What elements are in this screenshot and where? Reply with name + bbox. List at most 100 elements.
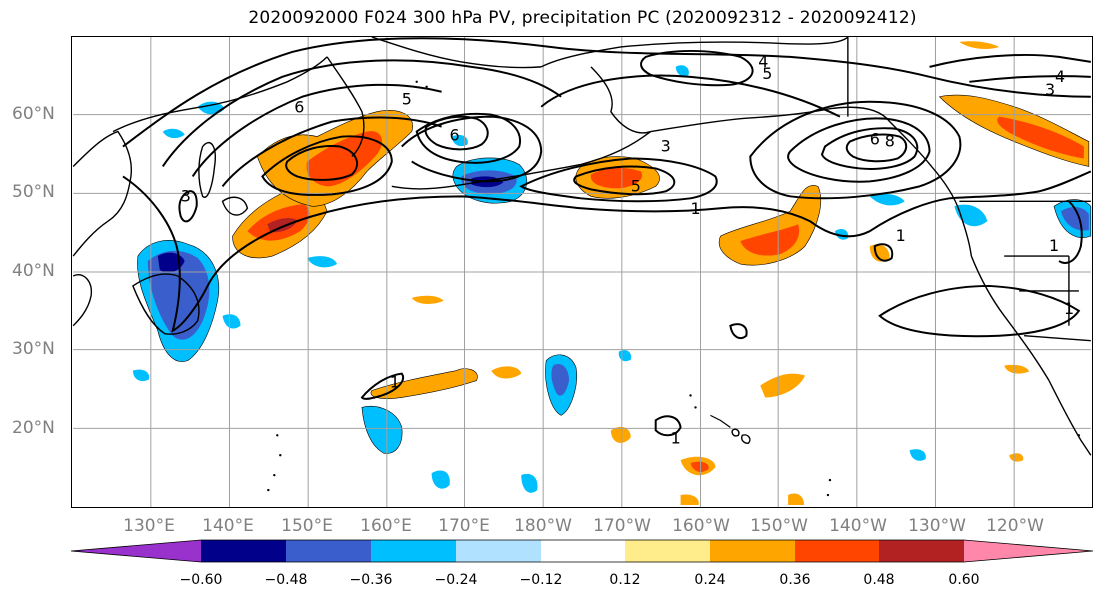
pv-contour-bering-6 bbox=[424, 115, 489, 151]
shade-nw-cyan-3 bbox=[222, 314, 241, 329]
shade-subtropic-orange-4 bbox=[610, 426, 631, 443]
pv-contour-gulf-3 bbox=[820, 127, 919, 170]
contour-label: 1 bbox=[1064, 299, 1074, 318]
colorbar-segment bbox=[456, 540, 541, 562]
pv-contour-small-4 bbox=[873, 243, 894, 262]
contour-label: 1 bbox=[671, 428, 681, 447]
shade-bering-red bbox=[590, 168, 643, 189]
contour-label: 4 bbox=[758, 52, 768, 71]
shade-gulf-cyan bbox=[869, 193, 905, 206]
lon-label: 170°E bbox=[438, 516, 490, 536]
contour-label: 5 bbox=[762, 64, 772, 83]
shade-subtrop-cyan-6 bbox=[132, 369, 150, 382]
lon-label: 180°W bbox=[514, 516, 572, 536]
contour-label: 3 bbox=[661, 137, 671, 156]
pv-contour-5-low bbox=[261, 135, 393, 196]
pv-contour-small-1 bbox=[360, 372, 404, 400]
pv-contour-west-us bbox=[1058, 200, 1083, 264]
coast-baja bbox=[1048, 380, 1092, 456]
colorbar-segment bbox=[879, 540, 964, 562]
contour-label: 8 bbox=[885, 132, 895, 151]
colorbar-segment bbox=[371, 540, 456, 562]
contour-label: 1 bbox=[1049, 236, 1059, 255]
shade-alaska-orange bbox=[959, 41, 1000, 49]
colorbar-tick: 0.24 bbox=[694, 572, 726, 588]
shade-gulf-red bbox=[740, 224, 800, 256]
contour-label: 3 bbox=[1045, 80, 1055, 99]
lon-label: 160°E bbox=[360, 516, 412, 536]
pv-contour-4 bbox=[221, 116, 442, 187]
colorbar-segment bbox=[71, 540, 201, 562]
contour-label: 4 bbox=[1055, 67, 1065, 86]
colorbar-segment bbox=[541, 540, 625, 562]
lon-label: 140°W bbox=[829, 516, 887, 536]
pv-contour-gulf-4 bbox=[845, 133, 908, 163]
pv-contour-bering-3 bbox=[401, 115, 543, 183]
pv-contour-2 bbox=[161, 59, 562, 168]
pv-contour-alaska-4 bbox=[640, 49, 754, 87]
coast-asia-mainland bbox=[72, 130, 133, 257]
pv-contour-alaska-3 bbox=[540, 74, 841, 118]
lon-label: 130°E bbox=[123, 516, 175, 536]
pv-contour-bering-s bbox=[519, 157, 718, 203]
coast-kamchatka bbox=[326, 56, 365, 157]
coast-aleutians bbox=[391, 173, 527, 190]
lat-label-60n: 60°N bbox=[12, 104, 55, 124]
coast-japan-hokkaido bbox=[221, 196, 249, 216]
coast-alaska-peninsula bbox=[526, 131, 652, 176]
colorbar-segment bbox=[710, 540, 795, 562]
pv-contour-pac-1 bbox=[878, 284, 1081, 338]
lon-label: 150°E bbox=[281, 516, 333, 536]
lon-label: 170°W bbox=[593, 516, 651, 536]
contour-label-group: 1 1 1 1 1 1 3 3 3 4 4 5 5 5 6 6 6 8 bbox=[181, 52, 1074, 447]
colorbar-tick: −0.12 bbox=[519, 572, 563, 588]
colorbar-tick: 0.12 bbox=[609, 572, 641, 588]
colorbar-tick: −0.36 bbox=[349, 572, 393, 588]
contour-label: 5 bbox=[402, 90, 412, 109]
colorbar-tick: −0.48 bbox=[264, 572, 308, 588]
contour-label: 6 bbox=[450, 126, 460, 145]
pv-contour-canada bbox=[929, 53, 1091, 68]
coast-hawaii-1 bbox=[710, 414, 731, 428]
shade-canada-red bbox=[997, 116, 1084, 159]
colorbar-tick: 0.60 bbox=[948, 572, 980, 588]
lat-label-40n: 40°N bbox=[12, 261, 55, 281]
coast-korea bbox=[72, 274, 92, 327]
shade-subtropic-orange-9 bbox=[788, 493, 805, 506]
islands bbox=[267, 80, 1081, 497]
lat-label-20n: 20°N bbox=[12, 418, 55, 438]
map-panel: 1 1 1 1 1 1 3 3 3 4 4 5 5 5 6 6 6 8 bbox=[71, 36, 1093, 508]
shade-subtropic-orange-3 bbox=[411, 295, 444, 304]
colorbar-tick: 0.48 bbox=[863, 572, 895, 588]
lat-label-30n: 30°N bbox=[12, 339, 55, 359]
colorbar-segment bbox=[201, 540, 286, 562]
lat-label-50n: 50°N bbox=[12, 182, 55, 202]
shade-subtropic-red-5 bbox=[690, 461, 709, 473]
pv-contour-gulf-1 bbox=[749, 100, 962, 200]
coast-hawaii-3 bbox=[741, 434, 751, 444]
shade-east-pac-cyan bbox=[909, 449, 926, 461]
shade-kuril-darkred bbox=[267, 218, 298, 233]
pv-contour-canada-2 bbox=[969, 75, 1091, 83]
pv-contour-bering-s5 bbox=[573, 165, 676, 196]
coast-sakhalin bbox=[198, 141, 216, 198]
pv-contour-small-2 bbox=[729, 323, 748, 339]
pv-contour-1-main bbox=[122, 37, 1091, 148]
pv-contour-bering-5 bbox=[415, 112, 522, 164]
colorbar-tick: 0.36 bbox=[779, 572, 811, 588]
shade-kamchatka-red bbox=[306, 131, 383, 187]
colorbar-segment bbox=[795, 540, 879, 562]
coastlines bbox=[72, 37, 1092, 456]
pv-contour-small-3 bbox=[654, 415, 682, 437]
colorbar-segment bbox=[625, 540, 710, 562]
shade-subtropic-orange-6 bbox=[760, 373, 806, 398]
shade-bc-orange bbox=[1004, 364, 1030, 374]
shade-nw-cyan-1 bbox=[162, 128, 185, 139]
contour-label: 5 bbox=[631, 176, 641, 195]
coast-alaska-north bbox=[540, 37, 849, 68]
shade-subtrop-cyan-3 bbox=[431, 470, 450, 489]
pv-contour-small-5 bbox=[178, 190, 198, 223]
shade-nw-cyan-2 bbox=[307, 256, 338, 268]
pv-contour-gulf-2 bbox=[787, 117, 931, 183]
